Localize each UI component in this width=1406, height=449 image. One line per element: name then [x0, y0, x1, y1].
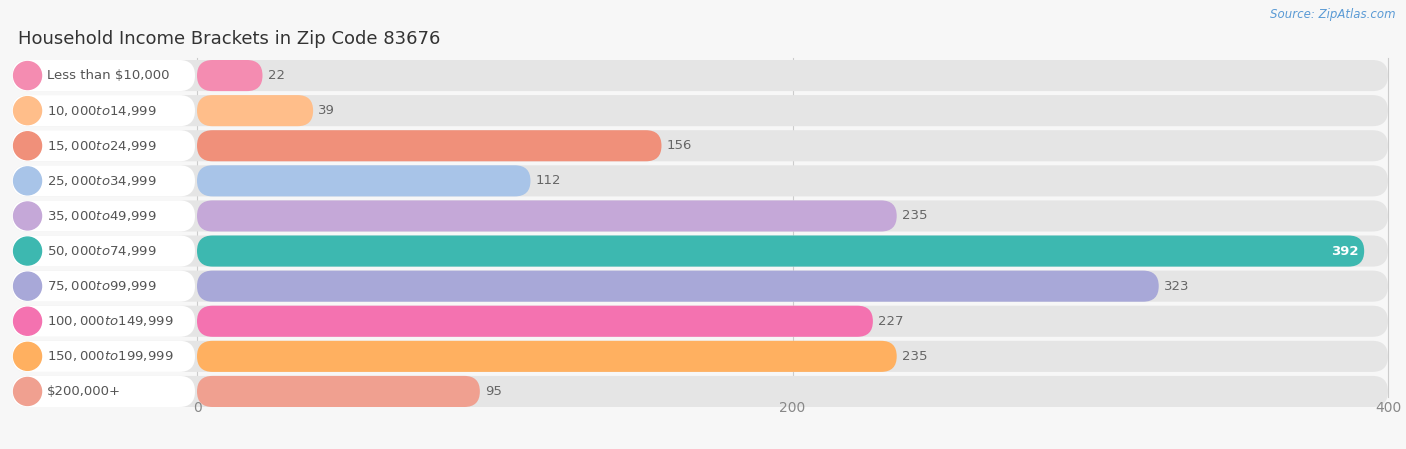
FancyBboxPatch shape	[13, 200, 195, 232]
FancyBboxPatch shape	[197, 376, 479, 407]
FancyBboxPatch shape	[13, 95, 1388, 126]
Text: $35,000 to $49,999: $35,000 to $49,999	[46, 209, 157, 223]
FancyBboxPatch shape	[197, 95, 314, 126]
FancyBboxPatch shape	[13, 60, 195, 91]
Text: $150,000 to $199,999: $150,000 to $199,999	[46, 349, 173, 363]
FancyBboxPatch shape	[13, 60, 1388, 91]
FancyBboxPatch shape	[197, 341, 897, 372]
Text: Source: ZipAtlas.com: Source: ZipAtlas.com	[1271, 8, 1396, 21]
FancyBboxPatch shape	[197, 306, 873, 337]
FancyBboxPatch shape	[13, 165, 195, 196]
FancyBboxPatch shape	[197, 165, 530, 196]
FancyBboxPatch shape	[197, 271, 1159, 302]
FancyBboxPatch shape	[13, 200, 1388, 232]
Text: 112: 112	[536, 174, 561, 187]
FancyBboxPatch shape	[13, 271, 195, 302]
Text: $10,000 to $14,999: $10,000 to $14,999	[46, 104, 157, 118]
Text: 0: 0	[193, 401, 201, 415]
Circle shape	[14, 97, 42, 125]
FancyBboxPatch shape	[197, 235, 1364, 267]
Text: $200,000+: $200,000+	[46, 385, 121, 398]
Circle shape	[14, 237, 42, 265]
Text: 235: 235	[901, 209, 927, 222]
FancyBboxPatch shape	[13, 165, 1388, 196]
FancyBboxPatch shape	[13, 306, 195, 337]
Circle shape	[14, 62, 42, 89]
Text: 95: 95	[485, 385, 502, 398]
Text: 156: 156	[666, 139, 692, 152]
FancyBboxPatch shape	[13, 271, 1388, 302]
Text: $75,000 to $99,999: $75,000 to $99,999	[46, 279, 157, 293]
FancyBboxPatch shape	[197, 130, 661, 161]
Circle shape	[14, 272, 42, 300]
Text: 39: 39	[318, 104, 335, 117]
FancyBboxPatch shape	[197, 60, 263, 91]
FancyBboxPatch shape	[13, 235, 1388, 267]
Text: $50,000 to $74,999: $50,000 to $74,999	[46, 244, 157, 258]
Text: $15,000 to $24,999: $15,000 to $24,999	[46, 139, 157, 153]
FancyBboxPatch shape	[13, 341, 1388, 372]
Circle shape	[14, 307, 42, 335]
Text: 200: 200	[779, 401, 806, 415]
Text: 392: 392	[1330, 245, 1358, 258]
Circle shape	[14, 202, 42, 230]
Circle shape	[14, 378, 42, 405]
FancyBboxPatch shape	[13, 130, 1388, 161]
FancyBboxPatch shape	[13, 376, 1388, 407]
FancyBboxPatch shape	[197, 200, 897, 232]
Text: $25,000 to $34,999: $25,000 to $34,999	[46, 174, 157, 188]
Text: 400: 400	[1375, 401, 1402, 415]
FancyBboxPatch shape	[13, 235, 195, 267]
FancyBboxPatch shape	[13, 130, 195, 161]
Text: 22: 22	[267, 69, 284, 82]
FancyBboxPatch shape	[13, 376, 195, 407]
FancyBboxPatch shape	[13, 341, 195, 372]
Text: Less than $10,000: Less than $10,000	[46, 69, 170, 82]
Text: 227: 227	[877, 315, 904, 328]
Text: $100,000 to $149,999: $100,000 to $149,999	[46, 314, 173, 328]
Text: Household Income Brackets in Zip Code 83676: Household Income Brackets in Zip Code 83…	[18, 30, 440, 48]
FancyBboxPatch shape	[13, 306, 1388, 337]
Circle shape	[14, 342, 42, 370]
Circle shape	[14, 167, 42, 195]
Text: 323: 323	[1164, 280, 1189, 293]
FancyBboxPatch shape	[13, 95, 195, 126]
Circle shape	[14, 132, 42, 160]
Text: 235: 235	[901, 350, 927, 363]
